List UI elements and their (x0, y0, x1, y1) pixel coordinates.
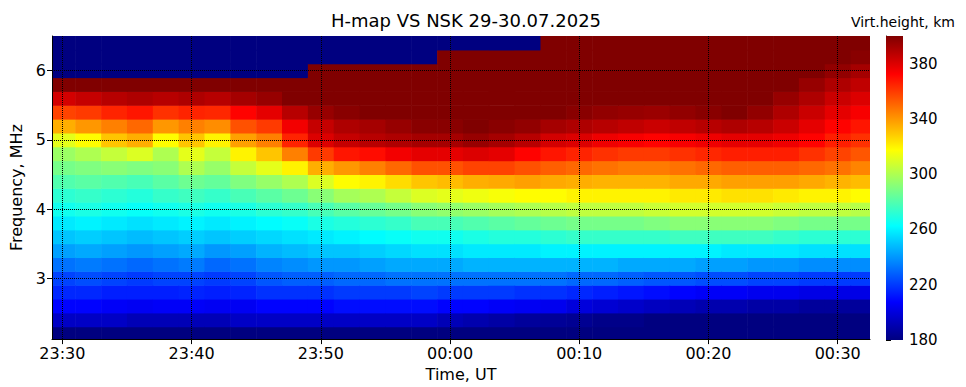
svg-text:00:00: 00:00 (427, 344, 473, 363)
svg-text:00:30: 00:30 (815, 344, 861, 363)
svg-text:23:50: 23:50 (298, 344, 344, 363)
svg-text:Time, UT: Time, UT (425, 365, 497, 384)
svg-text:3: 3 (36, 269, 46, 288)
svg-text:4: 4 (36, 200, 46, 219)
svg-text:00:20: 00:20 (685, 344, 731, 363)
svg-text:300: 300 (909, 165, 938, 183)
svg-text:H-map VS NSK 29-30.07.2025: H-map VS NSK 29-30.07.2025 (331, 10, 601, 31)
svg-text:260: 260 (909, 220, 938, 238)
svg-text:180: 180 (909, 331, 938, 349)
svg-text:5: 5 (36, 130, 46, 149)
svg-text:220: 220 (909, 276, 938, 294)
svg-text:340: 340 (909, 110, 938, 128)
svg-text:380: 380 (909, 55, 938, 73)
svg-text:Virt.height, km: Virt.height, km (851, 14, 955, 30)
svg-text:23:30: 23:30 (39, 344, 85, 363)
svg-text:Frequency, MHz: Frequency, MHz (7, 124, 26, 251)
svg-text:00:10: 00:10 (556, 344, 602, 363)
svg-text:23:40: 23:40 (169, 344, 215, 363)
svg-text:6: 6 (36, 61, 46, 80)
